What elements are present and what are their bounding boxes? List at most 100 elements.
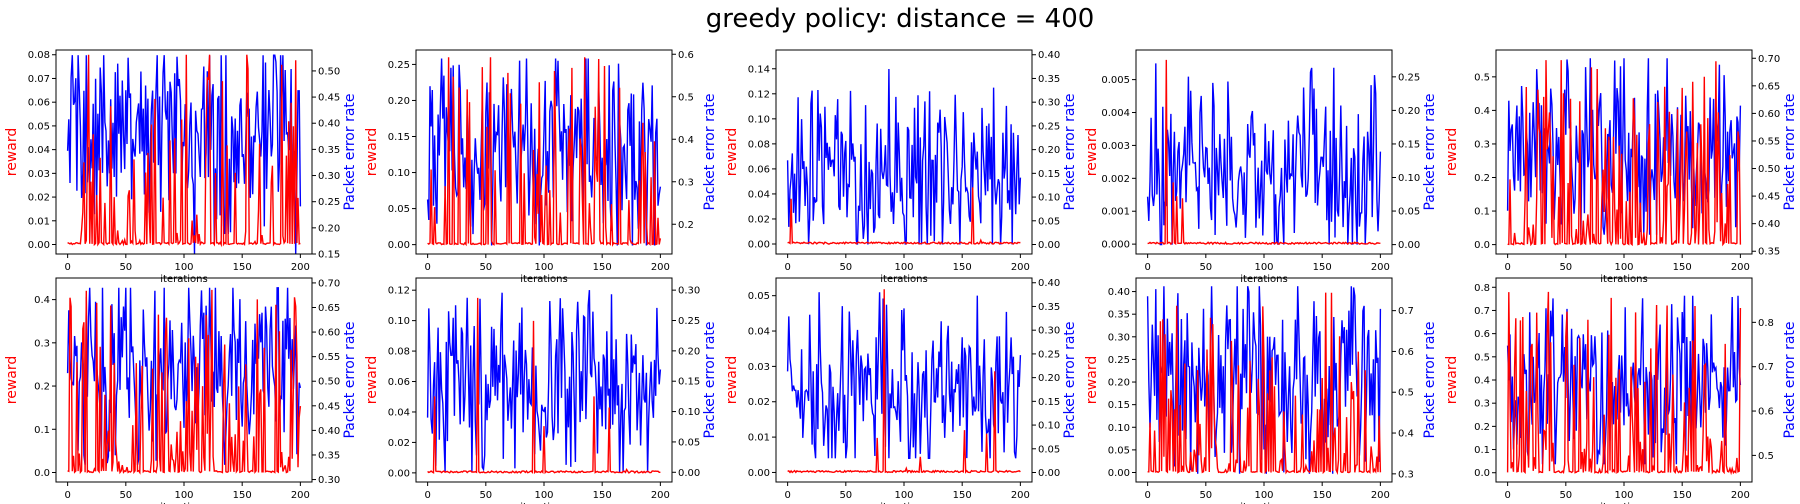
x-tick-label: 0 [1504, 490, 1510, 501]
right-y-axis-label: Packet error rate [702, 93, 718, 210]
reward-series-line [1507, 60, 1742, 247]
left-y-tick-label: 0.30 [1108, 332, 1130, 343]
right-y-axis-label: Packet error rate [1422, 93, 1438, 210]
x-tick-label: 100 [1254, 262, 1273, 273]
reward-series-line [427, 297, 661, 475]
right-y-tick-label: 0.30 [1038, 326, 1060, 337]
x-axis-label: iterations [880, 274, 927, 285]
right-y-tick-label: 0.65 [318, 303, 340, 314]
right-y-tick-label: 0.25 [1038, 121, 1060, 132]
right-y-tick-label: 0.05 [1398, 207, 1420, 218]
right-y-axis-label: Packet error rate [702, 321, 718, 438]
x-tick-label: 150 [593, 490, 612, 501]
left-y-tick-label: 0.08 [748, 139, 770, 150]
x-tick-label: 0 [1144, 490, 1150, 501]
x-tick-label: 150 [233, 490, 252, 501]
figure-suptitle: greedy policy: distance = 400 [705, 4, 1095, 34]
x-tick-label: 200 [651, 262, 670, 273]
x-tick-label: 0 [64, 262, 70, 273]
left-y-tick-label: 0.15 [1108, 400, 1130, 411]
left-y-tick-label: 0.10 [388, 316, 410, 327]
x-axis-label: iterations [520, 502, 567, 504]
subplot-9: 0 50 100 150 200 iterations 0.00 0.05 0.10 0.15 0.… [1084, 277, 1438, 504]
per-series-line [426, 290, 662, 473]
x-tick-label: 200 [1011, 490, 1030, 501]
left-y-tick-label: 0.0 [1474, 240, 1490, 251]
x-tick-label: 150 [233, 262, 252, 273]
x-tick-label: 150 [593, 262, 612, 273]
reward-series-line [67, 54, 301, 248]
right-y-tick-label: 0.35 [318, 450, 340, 461]
left-y-tick-label: 0.4 [1474, 376, 1490, 387]
left-y-tick-label: 0.8 [1474, 283, 1490, 294]
right-y-tick-label: 0.6 [1398, 347, 1414, 358]
left-y-tick-label: 0.04 [388, 407, 410, 418]
right-y-tick-label: 0.70 [318, 278, 340, 289]
left-y-tick-label: 0.08 [28, 50, 50, 61]
left-y-tick-label: 0.05 [388, 204, 410, 215]
x-tick-label: 50 [839, 262, 852, 273]
reward-series-line [787, 187, 1021, 246]
x-tick-label: 200 [291, 490, 310, 501]
right-y-tick-label: 0.05 [678, 437, 700, 448]
x-tick-label: 150 [1313, 490, 1332, 501]
right-y-tick-label: 0.40 [318, 426, 340, 437]
left-y-tick-label: 0.5 [1474, 352, 1490, 363]
left-y-tick-label: 0.06 [388, 377, 410, 388]
x-tick-label: 200 [1371, 490, 1390, 501]
right-y-tick-label: 0.35 [1038, 74, 1060, 85]
right-y-tick-label: 0.8 [1758, 318, 1774, 329]
x-tick-label: 200 [1011, 262, 1030, 273]
left-y-tick-label: 0.001 [1101, 207, 1130, 218]
right-y-tick-label: 0.3 [678, 177, 694, 188]
left-y-axis-label: reward [4, 128, 20, 177]
left-y-tick-label: 0.12 [388, 286, 410, 297]
left-y-tick-label: 0.04 [748, 189, 770, 200]
x-tick-label: 0 [784, 262, 790, 273]
left-y-tick-label: 0.2 [34, 382, 50, 393]
x-tick-label: 100 [174, 490, 193, 501]
left-y-tick-label: 0.00 [748, 468, 770, 479]
right-y-tick-label: 0.20 [678, 346, 700, 357]
left-y-tick-label: 0.06 [28, 98, 50, 109]
right-y-axis-label: Packet error rate [342, 321, 358, 438]
x-tick-label: 100 [534, 490, 553, 501]
left-y-axis-label: reward [724, 356, 740, 405]
x-axis-label: iterations [160, 502, 207, 504]
right-y-tick-label: 0.65 [1758, 81, 1780, 92]
left-y-tick-label: 0.00 [748, 239, 770, 250]
left-y-tick-label: 0.02 [748, 214, 770, 225]
left-y-tick-label: 0.02 [388, 438, 410, 449]
right-y-tick-label: 0.25 [1398, 72, 1420, 83]
right-y-tick-label: 0.10 [678, 407, 700, 418]
right-y-tick-label: 0.55 [318, 352, 340, 363]
left-y-tick-label: 0.1 [1474, 445, 1490, 456]
right-y-tick-label: 0.55 [1758, 136, 1780, 147]
right-y-tick-label: 0.10 [1398, 173, 1420, 184]
left-y-tick-label: 0.10 [1108, 423, 1130, 434]
x-tick-label: 100 [1614, 262, 1633, 273]
right-y-axis-label: Packet error rate [1062, 321, 1078, 438]
subplot-5: 0 50 100 150 200 iterations 0.0 0.1 0.2 0.3 0.4 0.5… [1444, 49, 1798, 285]
right-y-axis-label: Packet error rate [1782, 321, 1798, 438]
x-axis-label: iterations [1600, 502, 1647, 504]
right-y-tick-label: 0.25 [318, 197, 340, 208]
reward-series-line [1147, 59, 1381, 246]
right-y-tick-label: 0.45 [318, 93, 340, 104]
left-y-tick-label: 0.7 [1474, 306, 1490, 317]
left-y-axis-label: reward [1084, 356, 1100, 405]
left-y-tick-label: 0.10 [748, 114, 770, 125]
right-y-tick-label: 0.20 [1038, 145, 1060, 156]
per-series-line [66, 287, 302, 465]
right-y-tick-label: 0.45 [318, 401, 340, 412]
right-y-tick-label: 0.50 [318, 66, 340, 77]
right-y-tick-label: 0.30 [678, 286, 700, 297]
left-y-tick-label: 0.2 [1474, 422, 1490, 433]
left-y-tick-label: 0.03 [748, 362, 770, 373]
right-y-tick-label: 0.6 [678, 50, 694, 61]
left-y-tick-label: 0.6 [1474, 329, 1490, 340]
right-y-tick-label: 0.15 [1398, 139, 1420, 150]
x-tick-label: 50 [1199, 490, 1212, 501]
left-y-tick-label: 0.04 [748, 327, 770, 338]
